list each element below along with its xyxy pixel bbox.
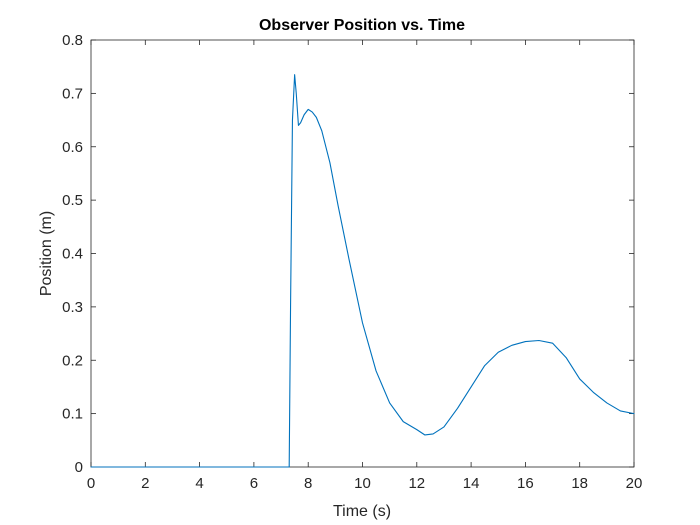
y-axis-label: Position (m) — [38, 211, 55, 296]
x-tick-label: 2 — [141, 475, 149, 492]
x-tick-label: 6 — [250, 475, 258, 492]
y-tick-label: 0.7 — [62, 85, 83, 102]
y-tick-label: 0.1 — [62, 406, 83, 423]
y-tick-label: 0.3 — [62, 299, 83, 316]
y-tick-label: 0.8 — [62, 32, 83, 49]
x-tick-label: 14 — [463, 475, 480, 492]
x-axis-label: Time (s) — [333, 503, 391, 520]
x-tick-label: 0 — [87, 475, 95, 492]
chart-title: Observer Position vs. Time — [259, 17, 465, 34]
series-layer — [90, 74, 635, 468]
y-tick-label: 0.4 — [62, 246, 83, 263]
x-tick-label: 18 — [571, 475, 588, 492]
x-tick-label: 20 — [626, 475, 643, 492]
plot-area — [90, 39, 635, 468]
y-tick-label: 0.6 — [62, 139, 83, 156]
y-tick-label: 0 — [75, 459, 83, 476]
x-tick-label: 16 — [517, 475, 534, 492]
y-tick-label: 0.2 — [62, 352, 83, 369]
series-line — [90, 74, 635, 468]
x-tick-label: 10 — [354, 475, 371, 492]
y-tick-label: 0.5 — [62, 192, 83, 209]
ticks-layer: 0 2 4 6 8 10 12 14 16 18 20 0 0.1 0.2 0.3 0.4 0.5 0.6 0.7 0… — [62, 32, 642, 492]
x-tick-label: 8 — [304, 475, 312, 492]
x-tick-label: 12 — [408, 475, 425, 492]
x-tick-label: 4 — [195, 475, 203, 492]
